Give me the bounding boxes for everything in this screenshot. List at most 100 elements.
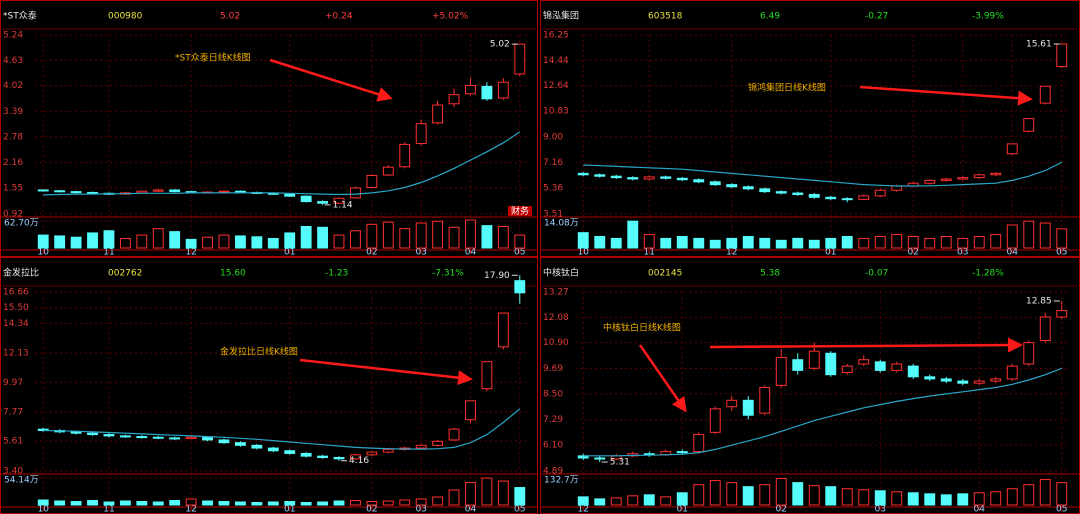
- candle-body: [874, 361, 886, 371]
- candle-body: [891, 185, 903, 191]
- x-tick-label: 12: [185, 248, 196, 258]
- volume-bar: [87, 500, 98, 506]
- annotation-arrow: [638, 344, 687, 413]
- candle-body: [858, 195, 870, 200]
- candle-body: [577, 172, 589, 176]
- volume-bar: [300, 502, 312, 506]
- candle-body: [825, 196, 837, 200]
- candle-body: [1056, 310, 1068, 318]
- volume-bar: [907, 492, 919, 506]
- candle-body: [775, 191, 787, 194]
- volume-bar: [891, 234, 903, 249]
- chart-panel: 锦泓集团 603518 6.49 -0.27 -3.99% 16.25 14.44 12.64…: [540, 0, 1080, 258]
- y-tick-label: 12.08: [543, 313, 569, 323]
- y-tick-label: 6.10: [543, 441, 563, 451]
- candle-body: [37, 189, 49, 192]
- stock-change-pct: -1.28%: [972, 269, 1004, 279]
- candle-body: [841, 365, 853, 374]
- volume-bar: [957, 237, 969, 249]
- candle-body: [1006, 143, 1018, 155]
- y-tick-label: 4.63: [3, 56, 23, 66]
- y-tick-label: 2.16: [3, 158, 23, 168]
- candle-body: [497, 81, 509, 99]
- candle-body: [775, 357, 787, 386]
- candle-body: [251, 444, 263, 449]
- candle-body: [577, 455, 589, 459]
- badge-box: [508, 206, 532, 216]
- volume-bar: [726, 482, 738, 506]
- stock-name: 金发拉比: [3, 267, 39, 279]
- y-tick-label: 7.16: [543, 158, 563, 168]
- volume-bar: [234, 501, 246, 506]
- volume-bar: [432, 220, 444, 249]
- candle-body: [136, 190, 148, 194]
- candle-body: [1023, 342, 1035, 365]
- candle-body: [366, 451, 378, 456]
- volume-bar: [169, 500, 181, 506]
- max-label: 17.90: [484, 271, 510, 281]
- volume-bar: [448, 489, 460, 506]
- x-tick-label: 02: [776, 505, 787, 514]
- candle-body: [465, 85, 476, 95]
- badge: 财务: [511, 205, 529, 217]
- volume-tick-label: 132.7万: [544, 476, 579, 486]
- y-tick-label: 1.55: [3, 183, 23, 193]
- volume-bar: [1006, 488, 1018, 506]
- candle-body: [825, 352, 837, 376]
- volume-bar: [415, 222, 427, 249]
- volume-bar: [759, 484, 771, 506]
- volume-bar: [481, 477, 493, 506]
- volume-bar: [366, 501, 378, 506]
- candle-body: [957, 380, 969, 384]
- volume-bar: [514, 487, 526, 506]
- candle-body: [267, 447, 279, 452]
- max-label: 12.85: [1026, 296, 1052, 306]
- volume-bar: [119, 238, 131, 249]
- x-tick-label: 11: [103, 248, 114, 258]
- volume-bar: [1056, 482, 1068, 506]
- candle-body: [465, 400, 476, 421]
- volume-bar: [858, 489, 870, 506]
- volume-bar: [333, 234, 345, 249]
- candle-body: [234, 190, 246, 193]
- volume-bar: [185, 498, 197, 506]
- panel-border: [0, 0, 538, 257]
- volume-bar: [808, 239, 820, 249]
- volume-bar: [169, 231, 181, 249]
- x-tick-label: 11: [103, 505, 114, 514]
- x-tick-label: 05: [514, 505, 525, 514]
- volume-bar: [350, 230, 361, 249]
- candle-body: [990, 172, 1002, 176]
- volume-bar: [54, 235, 66, 249]
- candle-body: [514, 280, 526, 294]
- volume-bar: [366, 223, 378, 249]
- candle-body: [87, 432, 98, 436]
- annotation-arrow: [299, 358, 473, 386]
- candle-body: [594, 457, 606, 460]
- candle-body: [957, 177, 969, 180]
- candle-body: [350, 187, 361, 199]
- volume-bar: [54, 500, 66, 506]
- x-tick-label: 03: [415, 505, 426, 514]
- volume-bar: [891, 491, 903, 506]
- candle-body: [841, 198, 853, 201]
- x-tick-label: 02: [908, 248, 919, 258]
- y-tick-label: 5.61: [3, 437, 23, 447]
- candle-body: [497, 312, 509, 348]
- candle-body: [808, 193, 820, 198]
- candle-body: [940, 178, 952, 181]
- volume-bar: [267, 238, 279, 249]
- volume-bar: [792, 482, 804, 506]
- chart-panel: 中核钛白 002145 5.38 -0.07 -1.28% 13.27 12.08 10.90…: [540, 257, 1080, 514]
- stock-change: -0.27: [865, 12, 888, 22]
- stock-change: +0.24: [325, 12, 353, 22]
- volume-bar: [841, 235, 853, 249]
- x-tick-label: 01: [284, 248, 295, 258]
- candle-body: [284, 450, 296, 454]
- moving-average: [583, 161, 1063, 187]
- candle-body: [643, 176, 655, 180]
- volume-bar: [957, 493, 969, 506]
- candle-body: [808, 350, 820, 369]
- x-tick-label: 04: [465, 505, 477, 514]
- volume-bar: [103, 501, 115, 506]
